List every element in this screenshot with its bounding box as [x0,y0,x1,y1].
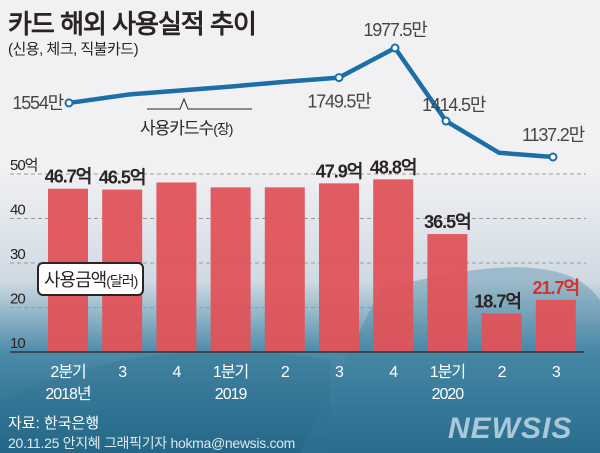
x-tick-label: 1분기 [430,363,465,381]
bar [373,179,414,352]
chart-subtitle: (신용, 체크, 직불카드) [8,41,139,58]
bar [481,313,522,352]
x-tick-label: 2 [281,364,290,381]
line-legend: 사용카드수(장) [140,114,233,139]
bar [156,182,197,352]
source-text: 자료: 한국은행 [8,415,100,432]
line-data-label: 1977.5만 [363,20,427,40]
line-marker [334,73,344,83]
bar-data-label: 21.7억 [533,278,580,298]
x-tick-label: 4 [389,364,398,381]
y-tick-label: 40 [10,202,25,219]
line-legend-bracket [147,97,252,110]
bar-legend-label: 사용금액 [44,270,107,290]
bar-legend-unit: (달러) [106,273,138,289]
x-tick-label: 2 [498,364,507,381]
x-tick-label: 3 [552,364,561,381]
newsis-logo: NEWSIS [448,412,573,445]
bar [319,183,359,352]
line-data-label: 1749.5만 [307,92,371,112]
x-tick-label: 1분기 [213,363,248,381]
credit-text: 20.11.25 안지혜 그래픽기자 hokma@newsis.com [8,435,296,451]
line-legend-label: 사용카드수 [140,119,214,138]
x-tick-label: 2분기 [50,363,85,381]
bar-data-label: 46.7억 [45,167,92,187]
x-year-label: 2018년 [45,385,91,403]
y-tick-label: 20 [10,291,25,308]
bar-data-label: 18.7억 [474,291,521,311]
line-marker [390,43,400,53]
line-marker [64,98,74,108]
line-marker [548,152,558,162]
y-tick-label: 10 [10,335,25,352]
y-tick-label: 30 [10,246,25,263]
x-tick-label: 3 [118,364,127,381]
bar [210,187,251,352]
bar-data-label: 47.9억 [316,161,363,181]
bar-data-label: 48.8억 [370,157,417,177]
chart-title: 카드 해외 사용실적 추이 [8,9,257,39]
bar [264,187,305,352]
x-year-label: 2020 [432,386,465,403]
line-data-label: 1554만 [12,93,63,113]
line-data-label: 1137.2만 [522,125,585,145]
line-data-label: 1414.5만 [422,95,486,115]
line-marker [441,116,451,126]
x-tick-label: 3 [335,364,344,381]
x-year-label: 2019 [215,386,248,403]
x-tick-label: 4 [172,364,181,381]
bar [427,234,468,352]
bar [535,299,576,352]
line-series [68,45,554,160]
bar-legend: 사용금액(달러) [37,262,145,296]
y-tick-label: 50억 [10,157,38,174]
bar-data-label: 36.5억 [424,212,471,232]
line-legend-unit: (장) [213,121,233,137]
bar-data-label: 46.5억 [99,168,146,188]
